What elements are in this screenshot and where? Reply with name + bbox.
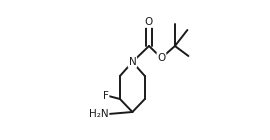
Text: O: O (157, 53, 166, 63)
Text: O: O (145, 17, 153, 27)
Text: N: N (129, 57, 136, 67)
Text: H₂N: H₂N (89, 109, 109, 119)
Text: F: F (103, 91, 109, 101)
